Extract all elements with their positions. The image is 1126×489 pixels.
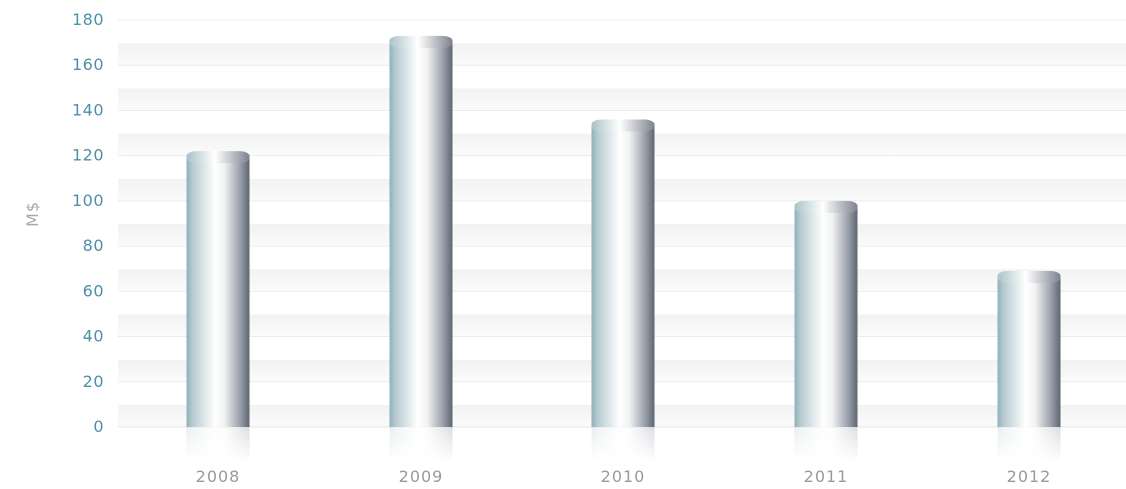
bar-cap (591, 119, 655, 132)
y-tick-label: 120 (72, 146, 104, 165)
bar (997, 270, 1061, 427)
x-category-label: 2010 (601, 467, 646, 486)
y-tick-label: 60 (83, 281, 104, 300)
bar-reflections (185, 427, 1062, 461)
bar-reflection (185, 427, 251, 461)
bar-reflection (388, 427, 454, 461)
y-tick-label: 0 (93, 417, 104, 436)
bars (186, 35, 1061, 427)
bar (389, 35, 453, 427)
x-category-label: 2008 (196, 467, 241, 486)
x-axis-labels: 2008 2009 2010 2011 2012 (196, 467, 1052, 486)
bar-body (389, 39, 453, 427)
y-tick-label: 40 (83, 327, 104, 346)
bar-body (997, 274, 1061, 427)
bar-body (186, 155, 250, 427)
bar-cap (997, 270, 1061, 283)
grid-band (118, 43, 1126, 66)
bar-body (794, 204, 858, 427)
x-category-label: 2012 (1007, 467, 1052, 486)
bar-reflection (793, 427, 859, 461)
x-category-label: 2011 (804, 467, 849, 486)
y-tick-label: 20 (83, 372, 104, 391)
y-tick-label: 160 (72, 55, 104, 74)
bar (186, 151, 250, 427)
y-tick-label: 180 (72, 10, 104, 29)
bar-reflection (590, 427, 656, 461)
y-tick-label: 80 (83, 236, 104, 255)
bar-cap (794, 200, 858, 213)
bar (591, 119, 655, 427)
bar-cap (389, 35, 453, 48)
bar (794, 200, 858, 427)
y-tick-label: 100 (72, 191, 104, 210)
y-tick-label: 140 (72, 100, 104, 119)
bar-reflection (996, 427, 1062, 461)
y-axis-ticks: 0 20 40 60 80 100 120 140 160 180 (72, 10, 104, 436)
y-axis-title: M$ (23, 201, 42, 227)
bar-cap (186, 151, 250, 164)
grid-band (118, 88, 1126, 111)
bar-body (591, 123, 655, 427)
x-category-label: 2009 (399, 467, 444, 486)
